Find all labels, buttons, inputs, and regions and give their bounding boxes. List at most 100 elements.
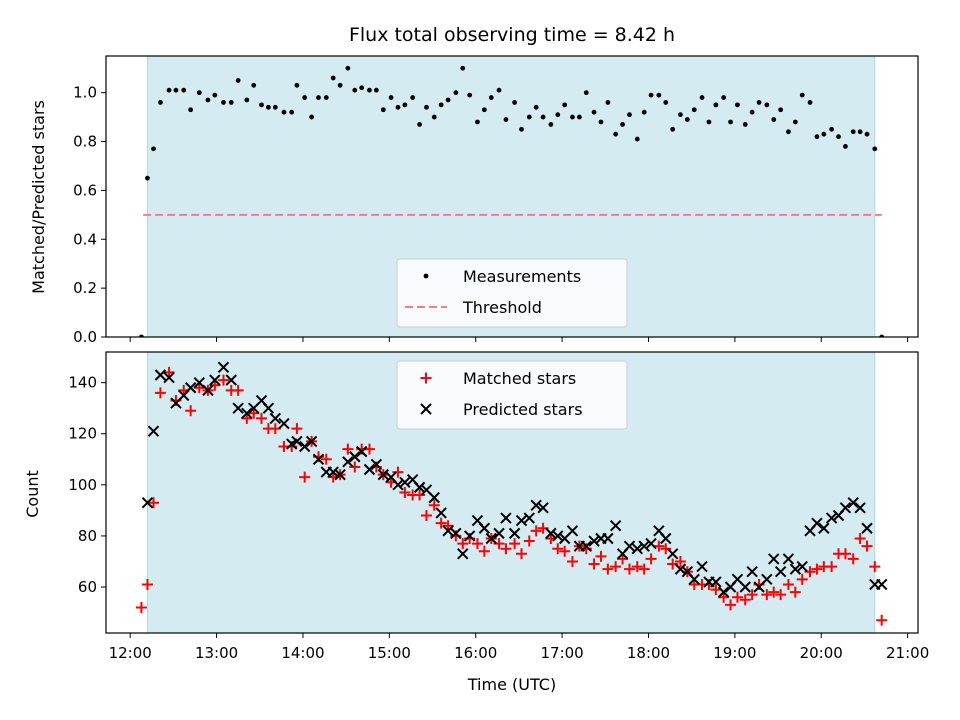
measurement-point	[289, 109, 295, 115]
predicted-star-point	[696, 560, 708, 573]
predicted-star-point	[588, 535, 600, 547]
matched-star-point	[588, 558, 600, 570]
measurement-point	[503, 117, 509, 122]
measurement-point	[721, 95, 727, 100]
matched-star-point	[768, 586, 780, 598]
measurement-point	[481, 107, 487, 113]
predicted-star-point	[435, 507, 447, 519]
measurement-point	[821, 131, 827, 137]
measurement-point	[857, 129, 863, 135]
bottom-ytick-label: 120	[68, 425, 97, 443]
measurement-point	[173, 87, 179, 93]
predicted-star-point	[342, 456, 354, 468]
matched-star-point	[320, 453, 332, 465]
matched-star-point	[232, 384, 244, 396]
measurement-point	[467, 92, 473, 98]
measurement-point	[749, 109, 755, 115]
predicted-star-point	[623, 540, 636, 552]
measurement-point	[388, 95, 394, 100]
top-legend-label: Measurements	[463, 267, 581, 286]
xtick-label: 12:00	[109, 644, 152, 662]
measurement-point	[691, 107, 697, 113]
measurement-point	[445, 97, 451, 103]
top-ytick-label: 0.4	[73, 230, 97, 248]
predicted-star-point	[428, 491, 440, 504]
predicted-star-point	[450, 527, 462, 540]
matched-star-point	[193, 382, 205, 394]
measurement-point	[431, 114, 437, 120]
matched-star-point	[552, 543, 564, 555]
measurement-point	[251, 82, 257, 88]
measurement-point	[850, 129, 856, 135]
measurement-point	[771, 117, 777, 122]
measurement-point	[145, 175, 150, 181]
matched-star-point	[782, 578, 794, 590]
predicted-star-point	[876, 578, 888, 591]
bottom-panel: 60 80 100 120 140 12:00 13:00 14:00 15:00 16:00 17…	[68, 351, 929, 662]
measurement-point	[417, 122, 422, 127]
measurement-point	[475, 119, 480, 125]
predicted-star-point	[796, 560, 808, 573]
measurement-point	[205, 97, 211, 103]
measurement-point	[836, 134, 841, 140]
matched-star-point	[141, 578, 153, 590]
predicted-star-point	[334, 468, 346, 481]
measurement-point	[526, 114, 532, 120]
bottom-ytick-label: 100	[68, 476, 97, 494]
measurement-point	[266, 104, 271, 110]
measurement-point	[562, 102, 568, 108]
top-ytick-label: 0.0	[73, 328, 97, 346]
measurement-point	[656, 92, 662, 98]
measurement-point	[634, 136, 640, 142]
predicted-star-point	[674, 563, 687, 575]
measurement-point	[576, 114, 582, 120]
predicted-star-point	[392, 479, 404, 491]
predicted-star-point	[463, 530, 476, 542]
predicted-star-point	[457, 548, 469, 560]
matched-star-point	[457, 538, 469, 550]
predicted-star-point	[811, 517, 823, 529]
measurement-point	[166, 87, 172, 93]
xtick-label: 13:00	[195, 644, 238, 662]
measurement-point	[438, 102, 444, 108]
top-frame	[105, 55, 919, 338]
measurement-point	[583, 90, 589, 96]
measurement-point	[460, 65, 466, 71]
matched-star-point	[739, 594, 751, 606]
measurement-point	[244, 97, 250, 103]
measurement-point	[613, 131, 619, 137]
predicted-star-point	[232, 402, 244, 414]
matched-star-point	[610, 561, 622, 573]
predicted-star-point	[782, 553, 795, 565]
top-legend-box	[396, 258, 628, 328]
measurement-point	[786, 129, 791, 135]
matched-star-point	[847, 553, 859, 565]
predicted-star-point	[349, 451, 361, 463]
predicted-star-point	[631, 542, 643, 555]
measurement-point	[548, 122, 554, 127]
measurement-point	[316, 95, 321, 100]
predicted-star-point	[660, 532, 672, 545]
top-ytick-label: 0.2	[73, 279, 97, 297]
predicted-star-point	[269, 412, 282, 425]
measurement-point	[792, 119, 798, 125]
bottom-legend-box	[396, 360, 628, 430]
measurement-point	[764, 102, 770, 108]
measurement-point	[345, 65, 351, 71]
predicted-star-point	[537, 502, 549, 514]
bottom-legend: Matched stars Predicted stars	[396, 360, 628, 430]
matched-star-point	[269, 423, 281, 435]
measurement-point	[235, 78, 241, 83]
measurement-point	[302, 95, 308, 100]
legend-matched-marker	[420, 372, 432, 384]
measurement-point	[872, 146, 878, 152]
measurement-point	[395, 104, 401, 110]
matched-star-point	[154, 387, 166, 399]
measurement-point	[228, 100, 234, 105]
measurement-point	[591, 109, 597, 115]
matched-star-point	[854, 532, 866, 544]
predicted-star-point	[825, 512, 838, 524]
matched-star-point	[674, 555, 686, 567]
matched-star-point	[660, 543, 672, 555]
